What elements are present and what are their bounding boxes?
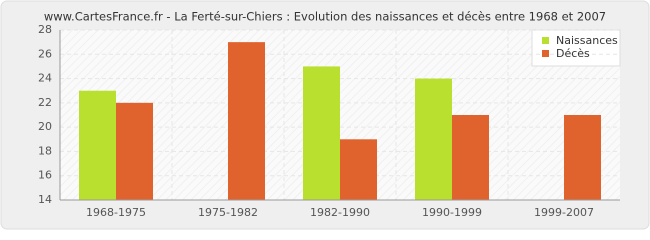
- legend-swatch: [542, 37, 549, 44]
- legend-label: Décès: [556, 47, 590, 60]
- x-tick-label: 1982-1990: [310, 206, 370, 219]
- y-tick-label: 18: [38, 144, 52, 157]
- x-tick-label: 1975-1982: [198, 206, 258, 219]
- legend: [531, 29, 621, 67]
- bar: [79, 90, 116, 200]
- y-tick-label: 26: [38, 47, 52, 60]
- bar: [303, 66, 340, 200]
- bar: [116, 102, 153, 200]
- y-tick-label: 14: [38, 193, 52, 206]
- bar: [564, 115, 601, 200]
- chart: www.CartesFrance.fr - La Ferté-sur-Chier…: [0, 0, 650, 230]
- y-tick-label: 16: [38, 169, 52, 182]
- bar: [228, 42, 265, 201]
- legend-box: [531, 29, 621, 67]
- legend-swatch: [542, 50, 549, 57]
- y-tick-label: 28: [38, 23, 52, 36]
- y-tick-label: 22: [38, 96, 52, 109]
- bar: [415, 78, 452, 200]
- bar: [452, 115, 489, 200]
- x-tick-label: 1990-1999: [422, 206, 482, 219]
- legend-label: Naissances: [556, 34, 618, 47]
- bar: [340, 139, 377, 200]
- chart-title: www.CartesFrance.fr - La Ferté-sur-Chier…: [44, 10, 606, 24]
- x-tick-label: 1968-1975: [86, 206, 146, 219]
- x-tick-label: 1999-2007: [534, 206, 594, 219]
- y-tick-label: 24: [38, 72, 52, 85]
- y-tick-label: 20: [38, 120, 52, 133]
